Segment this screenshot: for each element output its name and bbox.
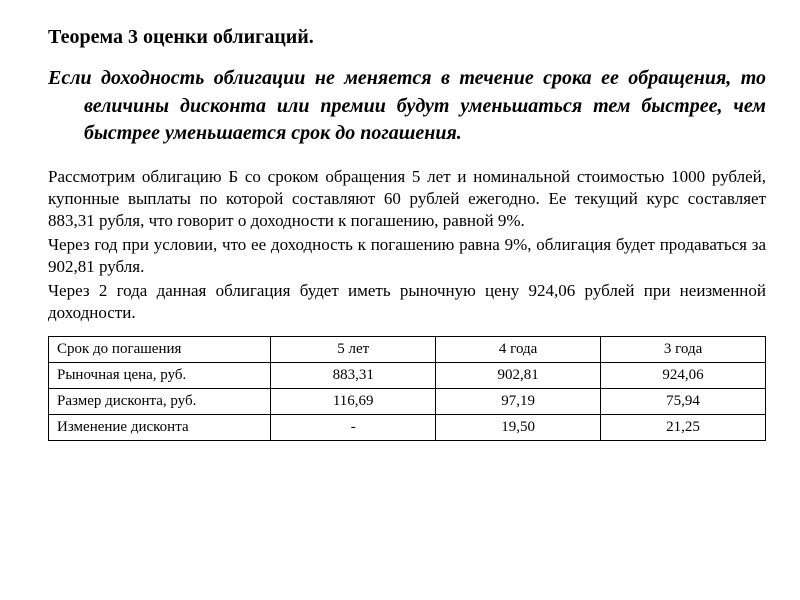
table-cell: 75,94 bbox=[601, 389, 766, 415]
table-cell: 21,25 bbox=[601, 415, 766, 441]
table-cell: 902,81 bbox=[436, 363, 601, 389]
table-header-cell: Срок до погашения bbox=[49, 337, 271, 363]
table-cell: Изменение дисконта bbox=[49, 415, 271, 441]
table-row: Изменение дисконта - 19,50 21,25 bbox=[49, 415, 766, 441]
bond-table: Срок до погашения 5 лет 4 года 3 года Ры… bbox=[48, 336, 766, 441]
paragraph: Рассмотрим облигацию Б со сроком обращен… bbox=[48, 166, 766, 232]
theorem-statement: Если доходность облигации не меняется в … bbox=[48, 65, 766, 148]
table-cell: 97,19 bbox=[436, 389, 601, 415]
body-text: Рассмотрим облигацию Б со сроком обращен… bbox=[48, 166, 766, 325]
table-row: Размер дисконта, руб. 116,69 97,19 75,94 bbox=[49, 389, 766, 415]
table-cell: 116,69 bbox=[271, 389, 436, 415]
table-cell: Рыночная цена, руб. bbox=[49, 363, 271, 389]
table-cell: 883,31 bbox=[271, 363, 436, 389]
table-cell: Размер дисконта, руб. bbox=[49, 389, 271, 415]
table-header-cell: 4 года bbox=[436, 337, 601, 363]
table-header-cell: 3 года bbox=[601, 337, 766, 363]
theorem-title: Теорема 3 оценки облигаций. bbox=[48, 26, 766, 49]
page: Теорема 3 оценки облигаций. Если доходно… bbox=[0, 0, 800, 461]
table-cell: - bbox=[271, 415, 436, 441]
paragraph: Через год при условии, что ее доходность… bbox=[48, 234, 766, 278]
table-cell: 924,06 bbox=[601, 363, 766, 389]
paragraph: Через 2 года данная облигация будет имет… bbox=[48, 280, 766, 324]
table-row: Срок до погашения 5 лет 4 года 3 года bbox=[49, 337, 766, 363]
table-row: Рыночная цена, руб. 883,31 902,81 924,06 bbox=[49, 363, 766, 389]
table-header-cell: 5 лет bbox=[271, 337, 436, 363]
table-cell: 19,50 bbox=[436, 415, 601, 441]
